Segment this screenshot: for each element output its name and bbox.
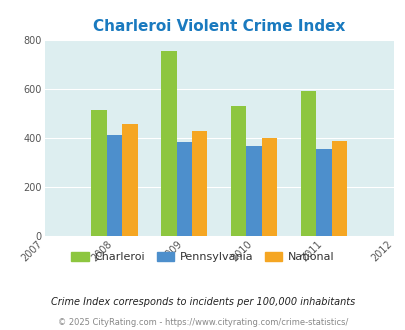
Text: © 2025 CityRating.com - https://www.cityrating.com/crime-statistics/: © 2025 CityRating.com - https://www.city…	[58, 318, 347, 327]
Bar	[246, 147, 261, 236]
Bar	[91, 110, 107, 236]
Bar	[315, 149, 331, 236]
Text: Crime Index corresponds to incidents per 100,000 inhabitants: Crime Index corresponds to incidents per…	[51, 297, 354, 307]
Title: Charleroi Violent Crime Index: Charleroi Violent Crime Index	[93, 19, 345, 34]
Bar	[300, 91, 315, 236]
Bar	[230, 106, 246, 236]
Legend: Charleroi, Pennsylvania, National: Charleroi, Pennsylvania, National	[67, 248, 338, 267]
Bar	[331, 141, 346, 236]
Bar	[176, 142, 192, 236]
Bar	[107, 135, 122, 236]
Bar	[261, 138, 277, 236]
Bar	[122, 124, 137, 236]
Bar	[161, 50, 176, 236]
Bar	[192, 131, 207, 236]
